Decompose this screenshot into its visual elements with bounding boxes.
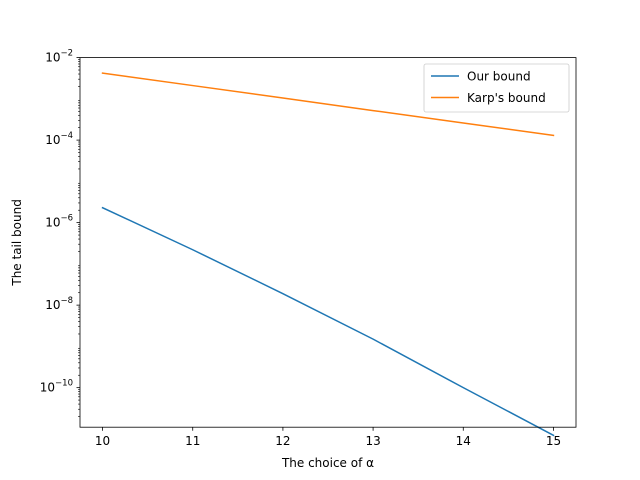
series-layer	[101, 72, 555, 437]
series-line-0	[101, 206, 555, 437]
y-tick-label: 10−10	[40, 379, 73, 395]
legend: Our bound Karp's bound	[423, 63, 570, 113]
x-tick-label: 13	[365, 434, 380, 448]
x-tick-label: 10	[95, 434, 110, 448]
y-tick-label: 10−2	[45, 49, 73, 65]
x-axis-ticks: 10 11 12 13 14 15	[95, 427, 561, 448]
legend-box	[423, 63, 570, 113]
x-tick-label: 14	[456, 434, 471, 448]
x-axis-label: The choice of α	[281, 456, 374, 470]
x-tick-label: 11	[185, 434, 200, 448]
plot-frame	[79, 57, 577, 428]
y-tick-label: 10−4	[45, 131, 73, 147]
x-tick-label: 15	[546, 434, 561, 448]
y-tick-label: 10−8	[45, 296, 73, 312]
y-tick-label: 10−6	[45, 214, 73, 230]
series-line-1	[101, 72, 555, 137]
x-tick-label: 12	[275, 434, 290, 448]
legend-label-0: Our bound	[467, 70, 531, 84]
y-axis-label: The tail bound	[10, 199, 24, 286]
legend-label-1: Karp's bound	[467, 91, 546, 105]
y-axis-ticks: 10−10 10−8 10−6 10−4 10−2	[40, 49, 80, 417]
